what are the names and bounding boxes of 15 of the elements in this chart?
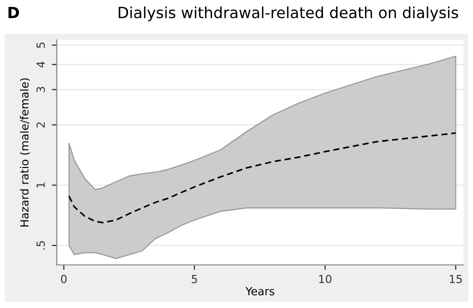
y-tick-label: .5 — [36, 241, 45, 250]
y-tick-label: 1 — [36, 182, 45, 188]
x-tick-label: 15 — [450, 274, 462, 284]
chart-title: Dialysis withdrawal-related death on dialysis — [118, 6, 458, 22]
x-axis-title: Years — [245, 287, 274, 296]
y-tick-label: 2 — [36, 122, 45, 128]
x-tick-label: 5 — [192, 274, 198, 284]
y-tick-label: 3 — [36, 86, 45, 92]
line-series — [68, 132, 456, 224]
text: D — [8, 6, 19, 18]
y-tick-label: 4 — [36, 62, 45, 68]
x-tick-label: 10 — [319, 274, 332, 284]
y-tick-label: 5 — [36, 42, 45, 48]
x-tick-label: 0 — [61, 274, 67, 284]
y-axis-title: Hazard ratio (male/female) — [20, 78, 30, 226]
